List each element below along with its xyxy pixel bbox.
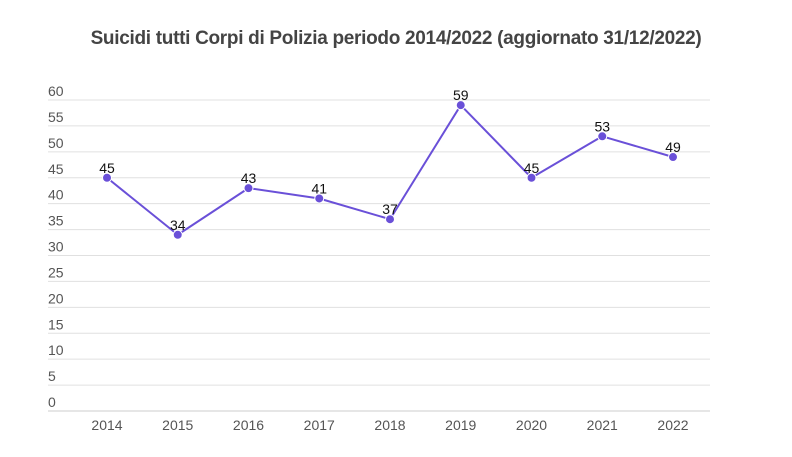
data-point — [243, 183, 254, 194]
x-tick-label: 2018 — [374, 417, 405, 433]
x-tick-label: 2021 — [587, 417, 618, 433]
chart-title: Suicidi tutti Corpi di Polizia periodo 2… — [90, 28, 702, 49]
data-label: 43 — [241, 170, 257, 186]
y-tick-label: 15 — [48, 316, 64, 332]
y-tick-label: 60 — [48, 83, 64, 99]
y-tick-label: 0 — [48, 394, 56, 410]
data-point — [668, 152, 678, 163]
data-label: 45 — [524, 160, 540, 176]
x-tick-label: 2019 — [445, 417, 476, 433]
data-label: 45 — [99, 160, 115, 176]
x-tick-label: 2020 — [516, 417, 547, 433]
y-tick-label: 50 — [48, 135, 64, 151]
data-point — [314, 193, 325, 204]
x-tick-label: 2014 — [91, 417, 122, 433]
y-tick-label: 20 — [48, 290, 64, 306]
data-label: 59 — [453, 87, 469, 103]
y-tick-label: 35 — [48, 213, 64, 229]
data-label: 41 — [311, 180, 327, 196]
data-point — [597, 131, 608, 142]
data-point — [102, 172, 112, 183]
y-tick-label: 30 — [48, 239, 64, 255]
data-label: 53 — [594, 118, 610, 134]
y-tick-label: 55 — [48, 109, 64, 125]
data-label: 34 — [170, 217, 186, 233]
x-tick-label: 2017 — [304, 417, 335, 433]
y-tick-label: 40 — [48, 187, 64, 203]
data-point — [455, 100, 466, 111]
data-point — [385, 214, 395, 225]
y-tick-label: 25 — [48, 264, 64, 280]
x-tick-label: 2015 — [162, 417, 193, 433]
y-tick-label: 10 — [48, 342, 64, 358]
y-tick-label: 45 — [48, 161, 64, 177]
data-label: 49 — [665, 139, 681, 155]
y-tick-label: 5 — [48, 368, 56, 384]
data-label: 37 — [382, 201, 398, 217]
data-point — [526, 172, 537, 183]
x-tick-label: 2016 — [233, 417, 264, 433]
x-tick-label: 2022 — [657, 417, 688, 433]
data-point — [172, 229, 183, 240]
